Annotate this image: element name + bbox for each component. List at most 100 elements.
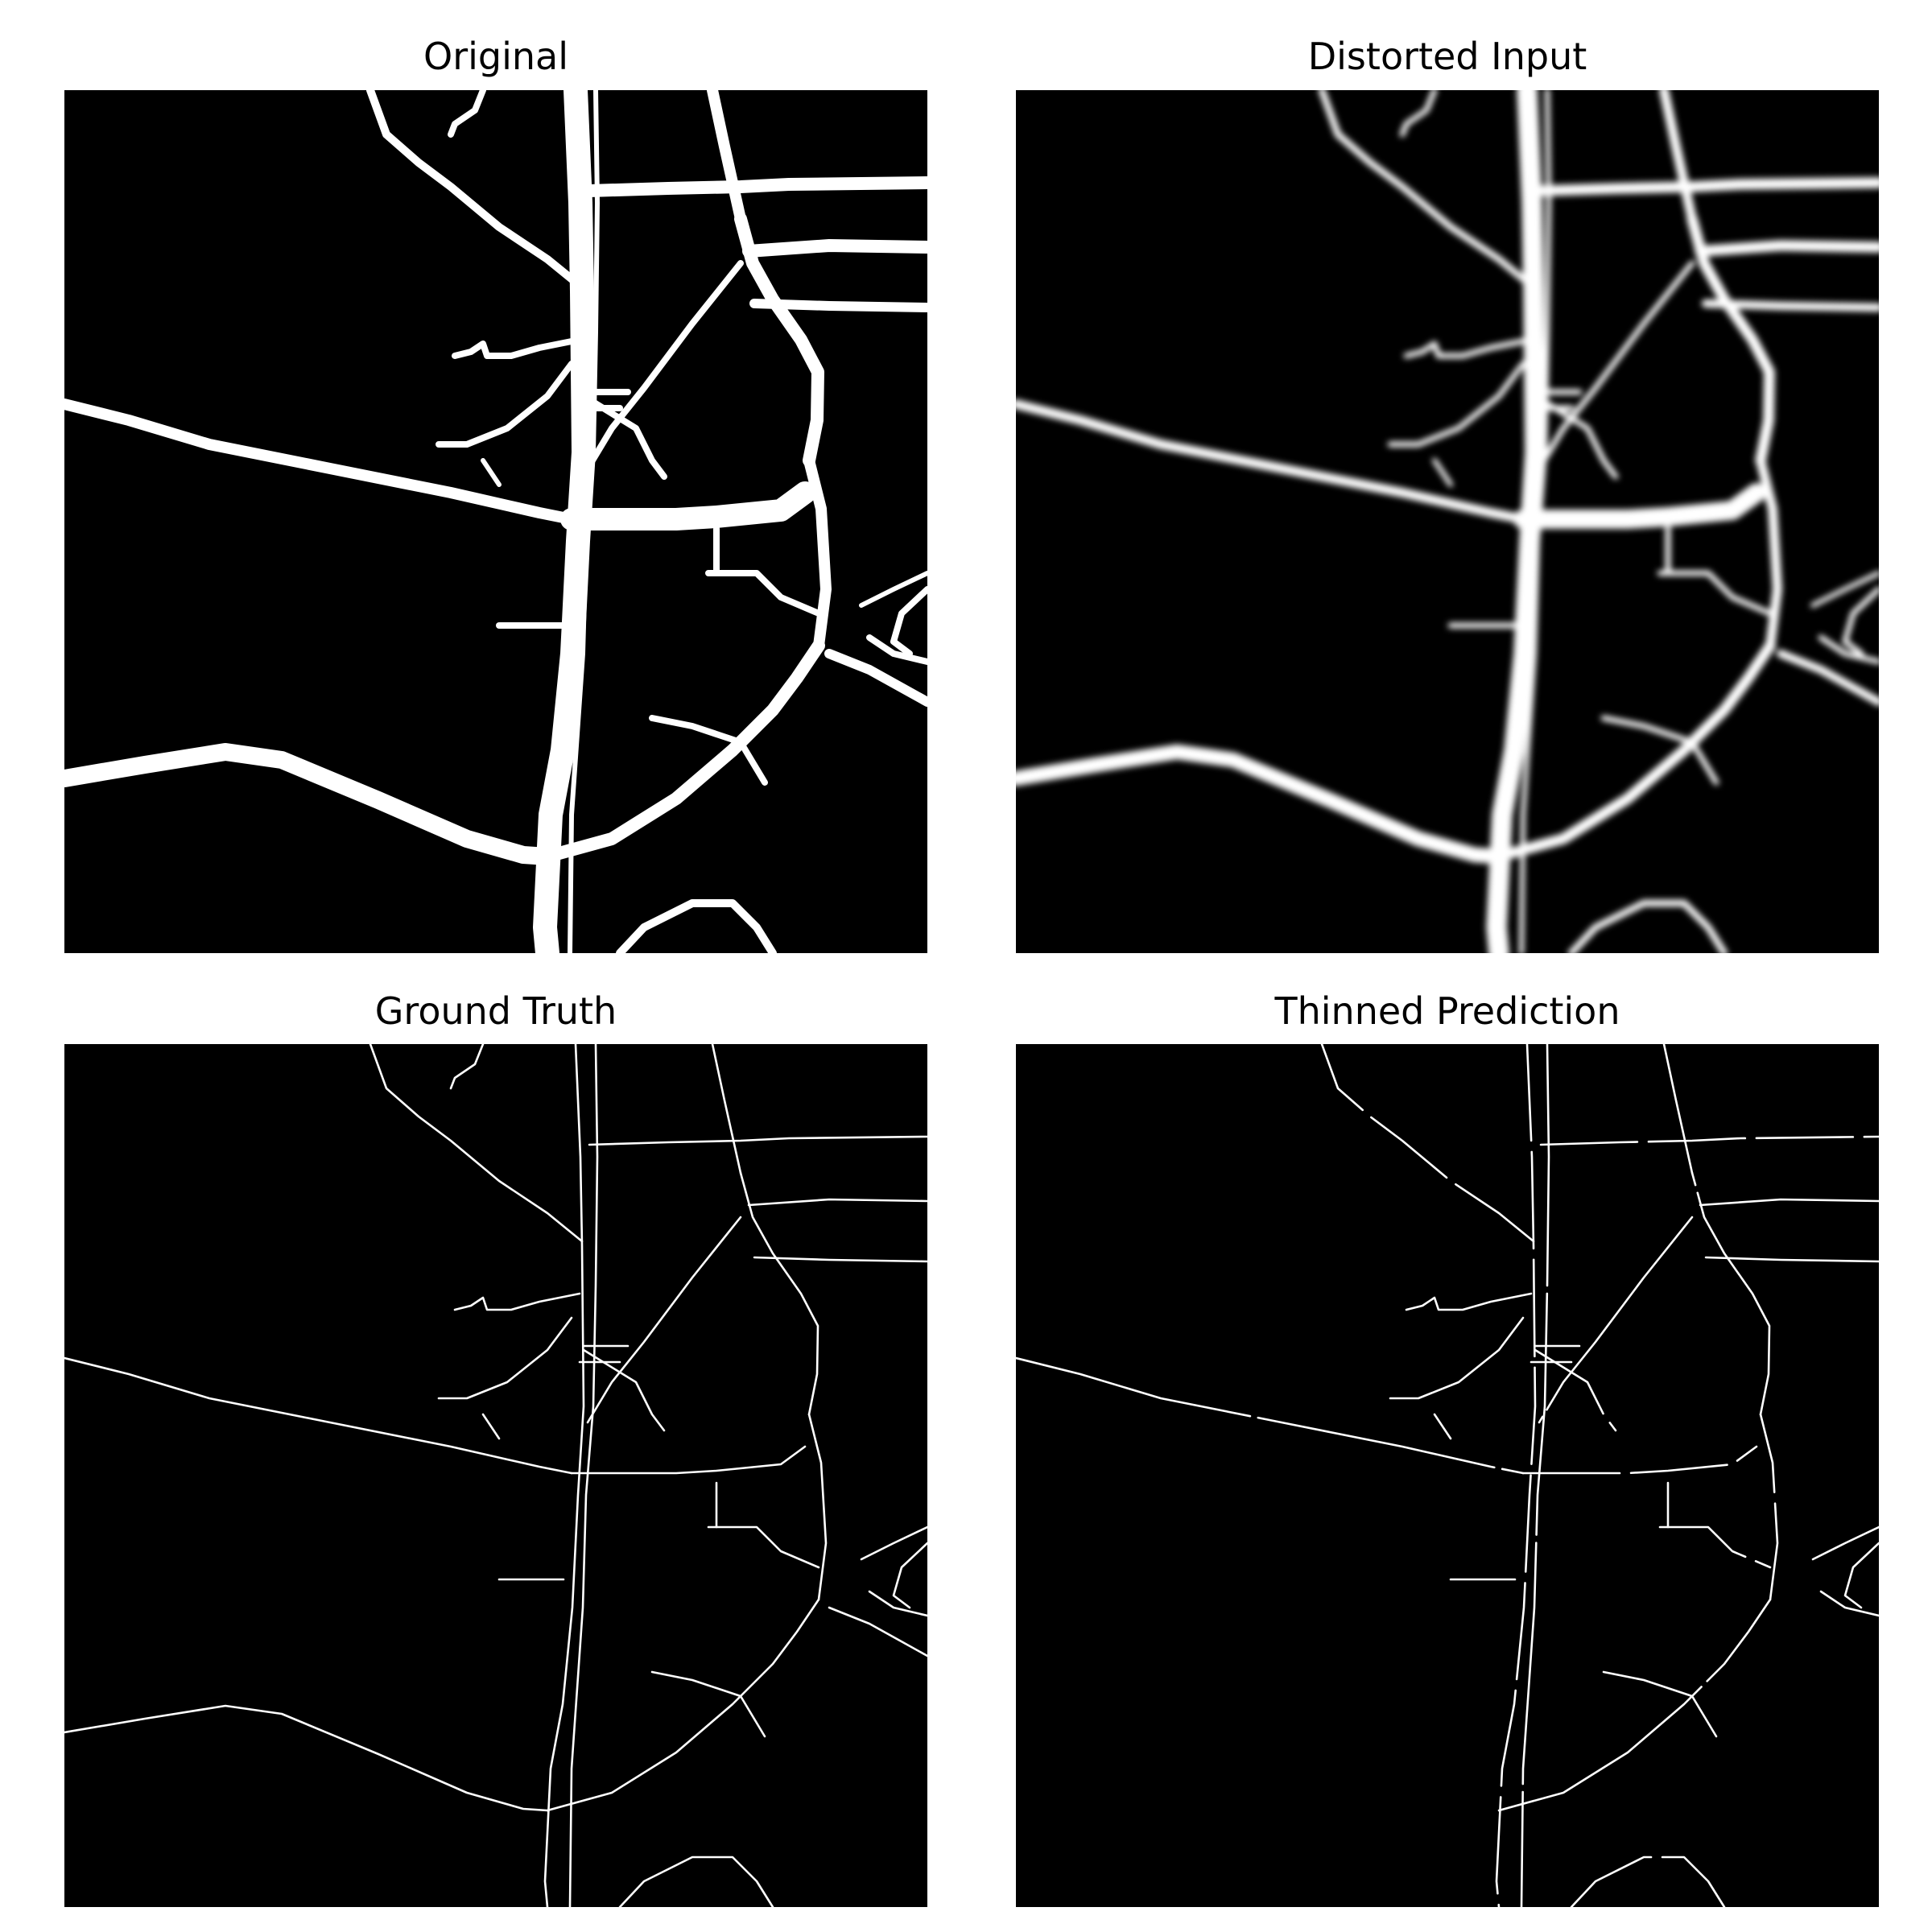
road-segment: [1570, 1856, 1726, 1907]
road-segment: [1387, 361, 1526, 448]
road-segment: [1811, 1525, 1879, 1561]
road-segment: [1819, 1590, 1879, 1617]
road-segment: [649, 715, 768, 786]
road-segment: [582, 1348, 666, 1432]
road-segment: [1534, 1348, 1617, 1432]
road-segment: [707, 1525, 820, 1569]
road-segment: [1818, 634, 1879, 665]
road-segment: [1016, 744, 1507, 865]
road-segment: [1843, 1542, 1879, 1609]
road-segment: [1535, 177, 1879, 196]
road-segment: [747, 1198, 927, 1207]
road-segment: [1600, 715, 1719, 786]
road-segment: [616, 899, 777, 953]
panel-title-thinned-prediction: Thinned Prediction: [1274, 989, 1620, 1033]
road-segment: [859, 571, 927, 608]
road-segment: [560, 481, 816, 530]
road-segment: [1521, 1445, 1758, 1475]
road-segment: [1690, 1171, 1771, 1416]
road-segment: [1532, 393, 1619, 480]
road-segment: [892, 1542, 927, 1609]
road-segment: [452, 336, 583, 359]
road-segment: [1016, 399, 1528, 524]
road-segment: [803, 455, 832, 651]
road-segment: [1320, 1044, 1535, 1243]
distorted-input-road-mask-image: [1016, 90, 1879, 953]
road-segment: [588, 1135, 927, 1146]
road-segment: [1657, 570, 1773, 617]
road-segment: [1405, 1292, 1533, 1311]
road-segment: [64, 743, 556, 865]
road-segment: [824, 649, 927, 707]
panel-title-distorted-input: Distorted Input: [1307, 35, 1587, 78]
road-network-blurred: [1016, 90, 1879, 953]
road-segment: [1759, 1413, 1779, 1601]
road-segment: [734, 213, 824, 467]
road-segment: [1495, 1044, 1537, 1907]
road-segment: [711, 1044, 742, 1174]
road-segment: [707, 90, 746, 225]
road-segment: [1662, 1044, 1694, 1174]
road-segment: [580, 393, 667, 480]
road-segment: [1538, 1216, 1694, 1424]
road-segment: [453, 1292, 581, 1311]
panel-title-original: Original: [423, 35, 568, 78]
road-segment: [366, 90, 586, 291]
road-segment: [1513, 483, 1766, 529]
original-road-mask-image: [64, 90, 927, 953]
road-segment: [586, 1216, 742, 1424]
road-segment: [437, 1316, 573, 1400]
road-segment: [1810, 571, 1879, 608]
road-segment: [1493, 640, 1776, 862]
road-segment: [546, 1598, 820, 1812]
road-segment: [1016, 1356, 1525, 1475]
road-segment: [828, 1606, 927, 1657]
road-segment: [1318, 90, 1538, 291]
road-segment: [1776, 649, 1879, 707]
road-segment: [1539, 1135, 1879, 1146]
road-segment: [583, 176, 927, 197]
road-segment: [749, 299, 927, 312]
road-segment: [868, 1590, 927, 1617]
road-segment: [436, 361, 575, 448]
road-segment: [1536, 260, 1695, 472]
road-segment: [650, 1670, 766, 1738]
road-segment: [1686, 213, 1775, 466]
road-segment: [860, 1525, 927, 1561]
road-segment: [1519, 90, 1551, 953]
road-segment: [541, 639, 825, 863]
thinned-prediction-skeleton-image: [1016, 1044, 1879, 1907]
road-network-thin-broken: [1016, 1044, 1879, 1907]
road-segment: [1704, 1256, 1879, 1263]
road-segment: [1432, 458, 1453, 487]
road-segment: [1389, 1316, 1525, 1400]
road-segment: [1403, 336, 1534, 359]
road-segment: [1497, 1598, 1772, 1812]
road-segment: [1756, 456, 1782, 650]
road-segment: [1695, 240, 1879, 257]
road-segment: [1567, 899, 1728, 953]
road-segment: [1520, 1044, 1550, 1907]
road-segment: [1842, 586, 1879, 657]
road-segment: [890, 586, 927, 657]
road-segment: [742, 239, 927, 258]
road-segment: [369, 1044, 584, 1243]
road-segment: [449, 1044, 485, 1090]
road-segment: [807, 1413, 828, 1601]
panel-title-ground-truth: Ground Truth: [374, 989, 617, 1033]
road-network-thick: [64, 90, 927, 953]
road-segment: [1699, 1198, 1879, 1207]
road-segment: [866, 634, 927, 665]
road-segment: [481, 1413, 501, 1440]
road-segment: [448, 90, 486, 138]
road-segment: [64, 1356, 573, 1475]
road-segment: [753, 1256, 927, 1263]
road-segment: [570, 1445, 807, 1475]
ground-truth-skeleton-image: [64, 1044, 927, 1907]
road-segment: [64, 1704, 549, 1812]
road-segment: [481, 458, 502, 487]
road-segment: [584, 260, 744, 472]
road-segment: [533, 90, 596, 953]
road-segment: [1399, 90, 1438, 138]
road-segment: [1602, 1670, 1718, 1738]
